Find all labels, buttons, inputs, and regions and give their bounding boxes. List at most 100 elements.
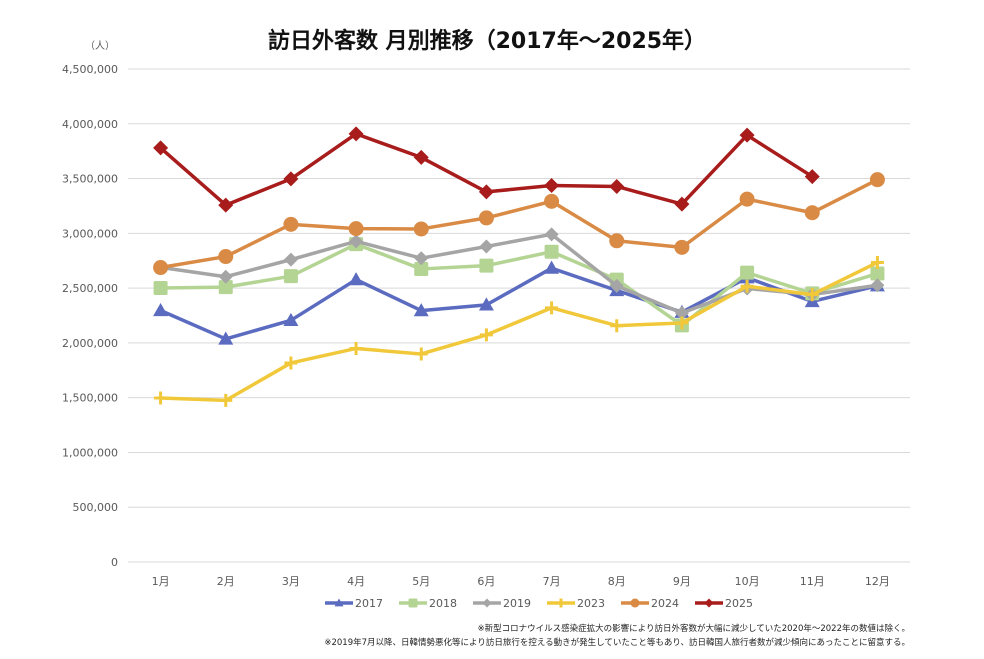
data-point-2023 <box>284 356 298 370</box>
data-point-2025 <box>609 178 625 194</box>
x-tick-label: 5月 <box>412 575 430 588</box>
legend-marker-icon <box>630 598 640 608</box>
legend-item-2018: 2018 <box>399 597 457 610</box>
data-point-2018 <box>740 265 755 280</box>
footnote-covid: ※新型コロナウイルス感染症拡大の影響により訪日外客数が大幅に減少していた2020… <box>477 624 910 634</box>
data-point-2024 <box>804 205 820 221</box>
legend-marker-icon <box>334 598 344 607</box>
data-point-2023 <box>154 391 168 405</box>
legend-marker-icon <box>704 598 714 608</box>
data-point-2025 <box>544 177 560 193</box>
x-tick-label: 8月 <box>608 575 626 588</box>
legend: 2017 2018 2019 2023 2024 2025 <box>325 597 753 610</box>
data-point-2024 <box>413 221 429 237</box>
data-point-2019 <box>609 278 624 293</box>
data-point-2024 <box>544 193 560 209</box>
data-point-2025 <box>348 126 364 142</box>
legend-label: 2025 <box>725 597 753 610</box>
data-point-2024 <box>869 172 885 188</box>
footnote-korea: ※2019年7月以降、日韓情勢悪化等により訪日旅行を控える動きが発生していたこと… <box>324 638 910 648</box>
x-tick-label: 6月 <box>477 575 495 588</box>
series-line-2017 <box>159 266 878 341</box>
y-axis-unit-label: （人） <box>85 40 115 52</box>
data-point-2018 <box>544 244 559 259</box>
legend-item-2019: 2019 <box>473 597 531 610</box>
data-point-2017 <box>283 312 299 326</box>
data-point-2019 <box>414 251 429 266</box>
x-axis-ticks: 1月 2月 3月 4月 5月 6月 7月 8月 9月 10月 11月 12月 <box>152 575 890 588</box>
legend-label: 2023 <box>577 597 605 610</box>
data-point-2018 <box>414 261 429 276</box>
legend-item-2024: 2024 <box>621 597 679 610</box>
data-point-2023 <box>479 328 493 342</box>
data-point-2017 <box>413 303 429 317</box>
data-point-2019 <box>218 269 233 284</box>
data-point-2017 <box>544 260 560 274</box>
y-tick-label: 3,500,000 <box>62 173 118 186</box>
legend-label: 2017 <box>355 597 383 610</box>
data-point-2017 <box>478 297 494 311</box>
data-point-2018 <box>870 266 885 281</box>
series-lines <box>153 126 885 407</box>
data-point-2024 <box>478 210 494 226</box>
legend-marker-icon <box>408 598 418 608</box>
y-tick-label: 2,000,000 <box>62 337 118 350</box>
y-tick-label: 4,500,000 <box>62 63 118 76</box>
data-point-2025 <box>804 169 820 185</box>
y-tick-label: 1,500,000 <box>62 392 118 405</box>
data-point-2018 <box>479 258 494 273</box>
data-point-2025 <box>283 171 299 187</box>
data-point-2019 <box>479 239 494 254</box>
y-axis-ticks: 0 500,000 1,000,000 1,500,000 2,000,000 2,500… <box>62 63 118 569</box>
chart-title: 訪日外客数 月別推移（2017年～2025年） <box>268 28 706 54</box>
y-tick-label: 2,500,000 <box>62 282 118 295</box>
data-point-2025 <box>739 127 755 143</box>
data-point-2024 <box>609 233 625 249</box>
x-tick-label: 11月 <box>800 575 825 588</box>
y-tick-label: 500,000 <box>73 501 119 514</box>
legend-label: 2019 <box>503 597 531 610</box>
legend-item-2017: 2017 <box>325 597 383 610</box>
data-point-2025 <box>413 149 429 165</box>
data-point-2017 <box>218 331 234 345</box>
gridlines <box>128 68 910 563</box>
data-point-2023 <box>675 316 689 330</box>
data-point-2024 <box>153 260 169 276</box>
data-point-2025 <box>674 196 690 212</box>
data-point-2023 <box>610 319 624 333</box>
data-point-2025 <box>218 197 234 213</box>
series-2024 <box>153 172 885 276</box>
series-line-2023 <box>160 260 879 403</box>
legend-item-2025: 2025 <box>695 597 753 610</box>
data-point-2024 <box>674 239 690 255</box>
data-point-2017 <box>153 302 169 317</box>
legend-label: 2018 <box>429 597 457 610</box>
data-point-2019 <box>870 278 885 293</box>
data-point-2017 <box>348 272 364 286</box>
x-tick-label: 1月 <box>152 575 170 588</box>
data-point-2024 <box>739 191 755 207</box>
data-point-2023 <box>805 288 819 302</box>
data-point-2019 <box>283 252 298 267</box>
data-point-2019 <box>674 305 689 320</box>
series-line-2019 <box>160 232 878 315</box>
legend-marker-icon <box>482 598 492 608</box>
data-point-2024 <box>218 249 234 265</box>
data-point-2023 <box>870 255 884 269</box>
data-point-2024 <box>348 221 364 237</box>
data-point-2019 <box>544 227 559 242</box>
x-tick-label: 9月 <box>673 575 691 588</box>
data-point-2018 <box>218 280 233 295</box>
y-tick-label: 0 <box>111 556 118 569</box>
data-point-2025 <box>478 184 494 200</box>
y-tick-label: 1,000,000 <box>62 446 118 459</box>
series-line-2024 <box>160 178 879 270</box>
series-2025 <box>153 126 820 213</box>
data-point-2023 <box>414 347 428 361</box>
data-point-2023 <box>349 341 363 355</box>
legend-label: 2024 <box>651 597 679 610</box>
data-point-2023 <box>740 279 754 293</box>
data-point-2023 <box>545 301 559 315</box>
y-tick-label: 4,000,000 <box>62 118 118 131</box>
